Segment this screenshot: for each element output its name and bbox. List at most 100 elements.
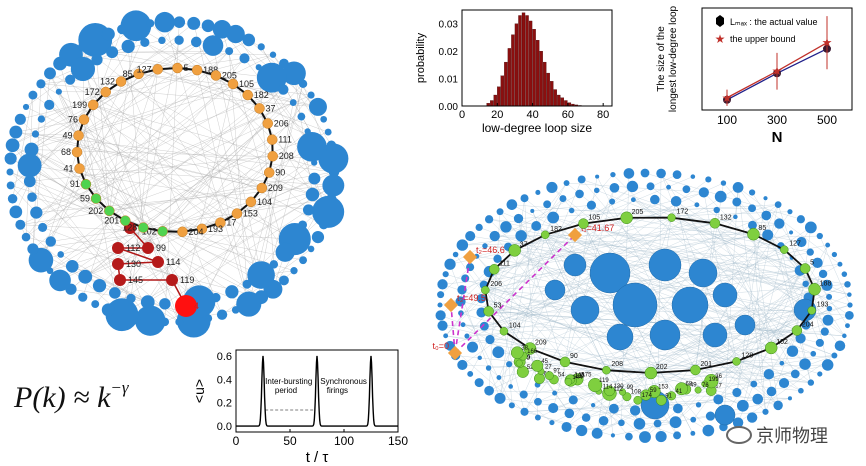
bar: [490, 100, 494, 107]
hub-node: [225, 47, 234, 56]
periphery-node: [581, 413, 591, 422]
edge: [42, 123, 268, 228]
y-tick-label: 0.01: [439, 75, 459, 86]
node-label: 175: [581, 372, 592, 378]
edge: [246, 83, 304, 285]
edge: [138, 73, 274, 290]
green-node: [640, 389, 652, 401]
edge: [93, 104, 324, 225]
node-label: 130: [614, 384, 625, 390]
edge: [485, 223, 780, 291]
time-label: t₀=0: [433, 341, 450, 351]
edge: [650, 304, 851, 374]
periphery-node: [443, 333, 449, 339]
edge: [10, 185, 37, 213]
edge: [583, 186, 633, 224]
hub-node: [158, 36, 166, 45]
hub-node: [190, 36, 202, 48]
edge: [20, 187, 262, 225]
periphery-node: [670, 196, 682, 207]
hub-node: [702, 322, 728, 348]
bar: [557, 94, 561, 107]
loop-node: [267, 150, 278, 162]
edge: [675, 201, 806, 365]
hub-node: [236, 291, 262, 317]
edge: [85, 146, 313, 277]
edge: [814, 289, 845, 336]
node-label: 76: [68, 115, 78, 125]
periphery-node: [787, 396, 792, 401]
green-node: [531, 359, 544, 372]
node-label: 114: [603, 384, 613, 390]
hub-node: [311, 159, 318, 166]
hub-node: [9, 205, 23, 219]
bar: [539, 50, 543, 107]
edge: [35, 133, 262, 189]
edge: [70, 289, 132, 299]
edge: [78, 135, 313, 195]
hub-nodes: [435, 168, 854, 443]
edge: [660, 173, 783, 364]
node-label: 204: [188, 227, 203, 237]
edge: [571, 208, 753, 211]
periphery-node: [810, 350, 817, 357]
edge: [293, 73, 313, 195]
green-node: [694, 386, 702, 394]
periphery-node: [796, 215, 805, 224]
hub-node: [78, 292, 88, 302]
edge: [714, 223, 783, 364]
periphery-node: [773, 400, 783, 411]
hub-node: [322, 174, 345, 197]
edge: [79, 89, 284, 169]
hub-node: [65, 259, 79, 273]
hub-node: [9, 125, 23, 139]
periphery-node: [508, 402, 515, 409]
node-label: 188: [820, 280, 832, 287]
periphery-node: [437, 291, 445, 299]
hub-node: [28, 90, 38, 100]
periphery-node: [515, 230, 527, 242]
green-node: [701, 380, 708, 388]
hub-node: [257, 43, 265, 51]
periphery-node: [790, 369, 800, 379]
node-label: 174: [642, 393, 653, 399]
periphery-node: [575, 189, 584, 199]
periphery-node: [666, 184, 671, 190]
edge: [537, 310, 812, 385]
periphery-node: [826, 305, 833, 312]
node-label: 85: [123, 69, 133, 79]
edge: [269, 172, 309, 211]
hub-node: [312, 195, 345, 228]
node-label: 209: [535, 340, 547, 347]
edge: [79, 168, 285, 281]
edge: [15, 119, 85, 133]
edge: [135, 73, 295, 319]
edge: [10, 41, 197, 159]
node-label: 76: [702, 383, 709, 389]
bar: [532, 29, 536, 107]
periphery-node: [629, 405, 641, 416]
loop-node: [667, 213, 676, 222]
node-label: 38: [521, 346, 528, 352]
periphery-node: [720, 180, 727, 186]
node-label: 91: [665, 393, 672, 399]
edge: [485, 182, 724, 291]
loop-path: [484, 216, 816, 374]
periphery-node: [702, 424, 715, 437]
periphery-node: [489, 230, 500, 242]
periphery-node: [732, 417, 744, 428]
node-label: 37: [265, 103, 275, 113]
periphery-node: [577, 175, 586, 184]
hub-node: [320, 115, 328, 123]
periphery-node: [482, 243, 488, 249]
hub-node: [44, 67, 56, 80]
x-axis-label: N: [772, 129, 783, 146]
hub-node: [319, 220, 329, 230]
red-node-label: 145: [128, 275, 143, 285]
node-label: 153: [658, 385, 669, 391]
node-label: 201: [700, 361, 712, 368]
hub-node: [126, 293, 136, 304]
periphery-node: [444, 258, 456, 270]
histogram-chart: 0 20 40 60 80 0.00 0.01 0.02 0.03 low-degree loop…: [415, 9, 613, 135]
left-network: 36991121141301451194 1721328512751882051…: [4, 10, 349, 338]
